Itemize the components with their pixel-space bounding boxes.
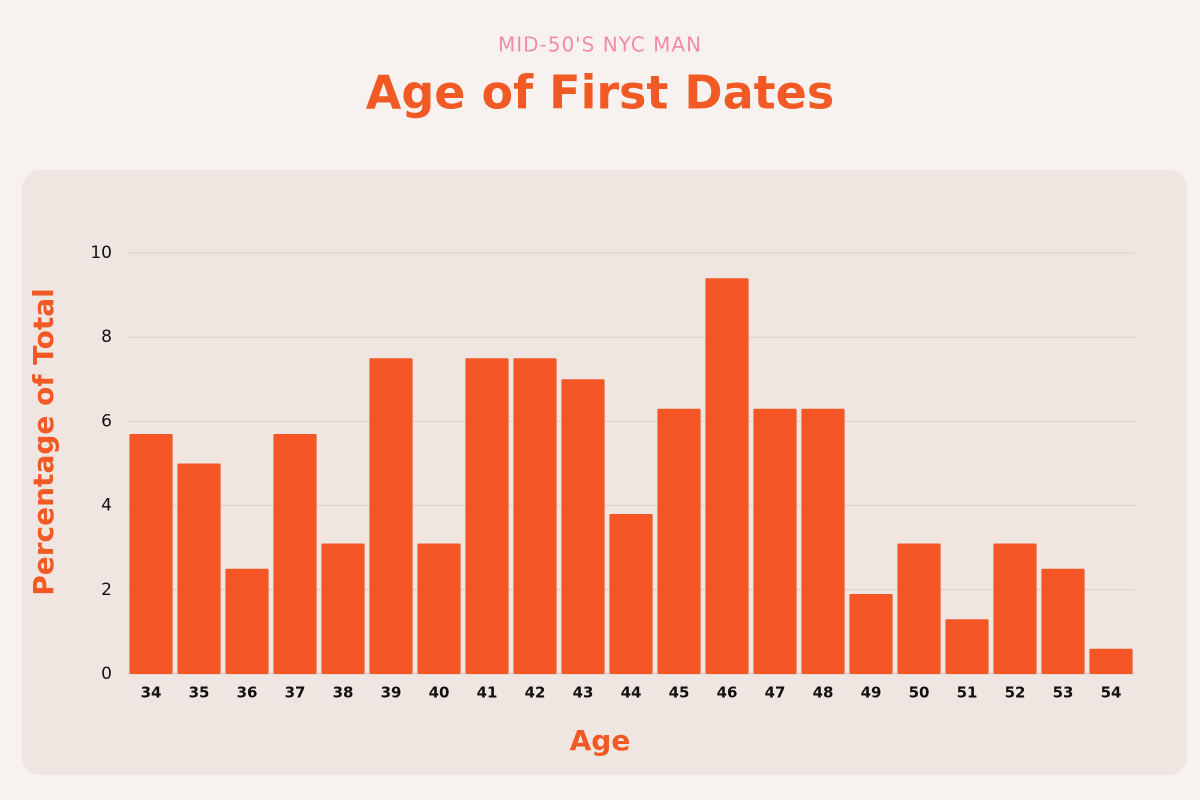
bar — [1041, 568, 1085, 674]
bar — [801, 408, 845, 674]
bar — [177, 463, 221, 674]
bar — [1089, 648, 1133, 674]
x-tick-label: 54 — [1101, 684, 1122, 702]
y-tick-label: 0 — [101, 664, 112, 684]
bar — [993, 543, 1037, 674]
bar — [465, 358, 509, 674]
x-tick-label: 50 — [909, 684, 930, 702]
x-tick-label: 47 — [765, 684, 786, 702]
y-tick-label: 4 — [101, 496, 112, 516]
x-tick-label: 51 — [957, 684, 978, 702]
bar — [753, 408, 797, 674]
x-tick-label: 46 — [717, 684, 738, 702]
bar — [225, 568, 269, 674]
x-tick-label: 38 — [333, 684, 354, 702]
y-tick-label: 8 — [101, 327, 112, 347]
bar — [321, 543, 365, 674]
bar — [369, 358, 413, 674]
bar — [897, 543, 941, 674]
x-tick-label: 52 — [1005, 684, 1026, 702]
x-tick-label: 34 — [141, 684, 162, 702]
bar — [945, 619, 989, 674]
x-tick-label: 40 — [429, 684, 450, 702]
x-axis-label: Age — [570, 724, 631, 757]
y-tick-label: 6 — [101, 411, 112, 431]
bar — [657, 408, 701, 674]
x-tick-label: 48 — [813, 684, 834, 702]
bar — [273, 434, 317, 674]
x-tick-label: 35 — [189, 684, 210, 702]
chart-subtitle: MID-50'S NYC MAN — [498, 33, 702, 57]
x-tick-label: 43 — [573, 684, 594, 702]
bar — [849, 594, 893, 674]
x-tick-label: 44 — [621, 684, 642, 702]
x-tick-label: 41 — [477, 684, 498, 702]
x-tick-label: 37 — [285, 684, 306, 702]
y-tick-label: 2 — [101, 580, 112, 600]
bar — [609, 514, 653, 674]
x-tick-label: 45 — [669, 684, 690, 702]
bar — [513, 358, 557, 674]
x-tick-label: 39 — [381, 684, 402, 702]
x-tick-label: 49 — [861, 684, 882, 702]
chart-title: Age of First Dates — [366, 66, 834, 120]
y-axis-label: Percentage of Total — [27, 288, 60, 596]
y-tick-label: 10 — [90, 243, 112, 263]
x-tick-label: 36 — [237, 684, 258, 702]
x-tick-label: 42 — [525, 684, 546, 702]
bar — [129, 434, 173, 674]
x-tick-label: 53 — [1053, 684, 1074, 702]
bar — [561, 379, 605, 674]
bar — [417, 543, 461, 674]
bar — [705, 278, 749, 674]
